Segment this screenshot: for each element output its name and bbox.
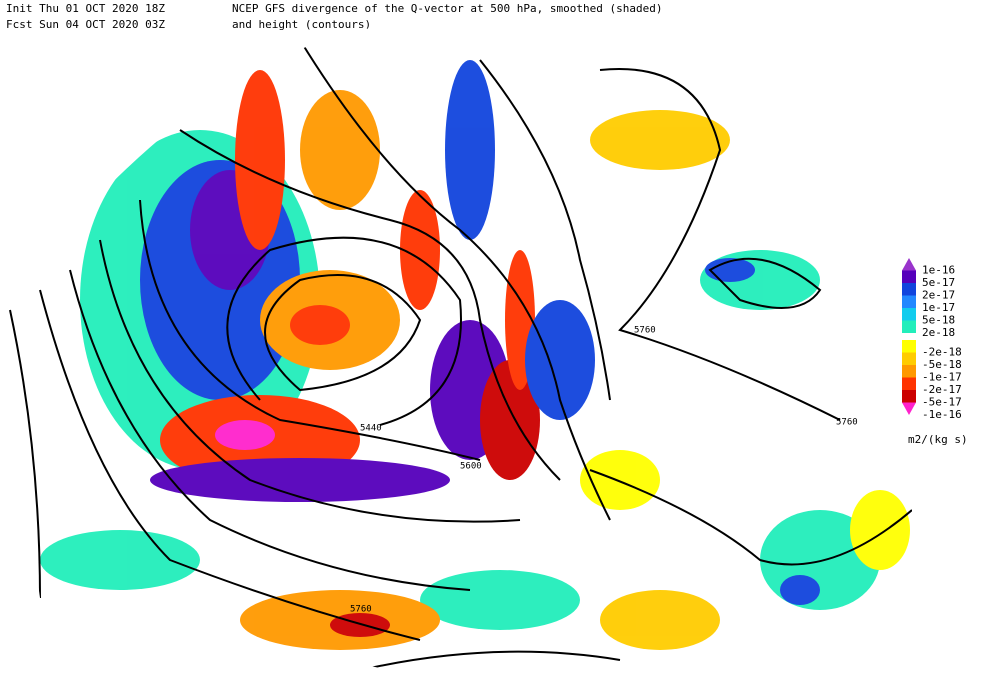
legend-label: -2e-18 — [922, 346, 962, 359]
legend-swatch — [902, 402, 916, 415]
contour-labels: 5760 5440 5600 5760 5760 — [350, 326, 858, 615]
unit-label: m2/(kg s) — [908, 433, 968, 446]
legend-label: 2e-18 — [922, 326, 955, 339]
legend-swatch — [902, 320, 916, 333]
contour-label: 5760 — [836, 418, 858, 428]
legend-swatch — [902, 365, 916, 378]
legend-swatch — [902, 390, 916, 403]
legend-swatch — [902, 352, 916, 365]
legend: 1e-165e-172e-171e-175e-182e-18-2e-18-5e-… — [902, 258, 968, 446]
contour-label: 5760 — [634, 326, 656, 336]
legend-label: 5e-18 — [922, 314, 955, 327]
legend-label: -2e-17 — [922, 383, 962, 396]
legend-label: 5e-17 — [922, 276, 955, 289]
legend-swatch — [902, 340, 916, 353]
legend-swatch — [902, 377, 916, 390]
legend-label: 1e-16 — [922, 264, 955, 277]
legend-swatch — [902, 258, 916, 271]
contour-label: 5440 — [360, 424, 382, 434]
legend-label: -5e-18 — [922, 358, 962, 371]
title-text: NCEP GFS divergence of the Q-vector at 5… — [232, 2, 662, 15]
init-text: Init Thu 01 OCT 2020 18Z — [6, 2, 165, 15]
legend-swatch — [902, 270, 916, 283]
contour-label: 5600 — [460, 462, 482, 472]
legend-swatch — [902, 283, 916, 296]
forecast-text: Fcst Sun 04 OCT 2020 03Z — [6, 18, 165, 31]
legend-label: -1e-16 — [922, 408, 962, 421]
legend-swatch — [902, 308, 916, 321]
legend-swatch — [902, 295, 916, 308]
legend-label: 2e-17 — [922, 289, 955, 302]
contour-label: 5760 — [350, 605, 372, 615]
legend-label: -1e-17 — [922, 371, 962, 384]
subtitle-text: and height (contours) — [232, 18, 371, 31]
legend-label: -5e-17 — [922, 396, 962, 409]
legend-label: 1e-17 — [922, 301, 955, 314]
